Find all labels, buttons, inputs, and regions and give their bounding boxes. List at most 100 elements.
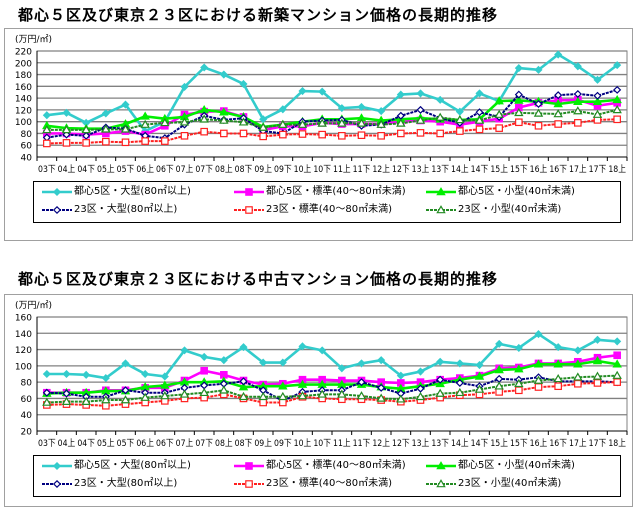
x-tick-label: 14上 (451, 438, 469, 449)
data-point (298, 342, 307, 351)
chart-2-frame: 20 40 60 80 100 120 140 160 (万円/㎡) 03下 04上 04下 05上 05… (4, 294, 633, 507)
x-tick-label: 09上 (254, 164, 272, 175)
data-point (278, 391, 288, 401)
data-point (43, 139, 51, 148)
data-point (474, 371, 485, 380)
legend-marker (52, 187, 62, 197)
data-point (436, 95, 445, 104)
plot-area (36, 316, 628, 432)
data-point (61, 396, 72, 405)
x-tick-label: 12上 (372, 164, 390, 175)
data-point (573, 346, 582, 355)
data-point (220, 129, 228, 138)
legend-label: 23区・小型(40㎡未満) (458, 478, 562, 489)
data-point (514, 95, 524, 104)
data-point (101, 395, 111, 404)
x-tick-label: 10下 (313, 439, 331, 449)
data-point (141, 369, 150, 379)
x-tick-label: 17上 (569, 438, 587, 449)
legend-marker (245, 480, 253, 488)
data-point (514, 64, 523, 73)
x-tick-label: 16下 (549, 439, 567, 449)
data-point (553, 373, 563, 383)
data-point (121, 138, 130, 147)
legend-swatch (42, 187, 72, 197)
data-point (574, 379, 582, 388)
x-tick-label: 05下 (117, 439, 135, 449)
data-point (534, 383, 543, 391)
chart-2-title: 都心５区及び東京２３区における中古マンション価格の長期的推移 (18, 270, 499, 288)
data-point (258, 391, 268, 401)
data-point (238, 382, 249, 391)
data-point (554, 343, 563, 352)
y-tick-label: 220 (15, 48, 32, 58)
data-point (180, 131, 189, 140)
x-tick-label: 09上 (254, 438, 272, 449)
data-point (121, 100, 130, 109)
data-point (140, 119, 150, 128)
data-point (534, 330, 543, 339)
legend-marker (436, 479, 446, 488)
data-point (238, 391, 249, 401)
data-point (101, 124, 111, 133)
legend-item: 都心5区・大型(80㎡以上) (42, 186, 191, 198)
legend-item: 23区・大型(80㎡以上) (42, 478, 177, 490)
data-point (279, 398, 287, 407)
y-tick-label: 60 (21, 395, 33, 405)
data-point (573, 96, 583, 105)
data-point (514, 90, 523, 99)
data-point (317, 389, 327, 398)
data-point (337, 118, 347, 127)
series-line (46, 374, 618, 404)
data-point (593, 335, 602, 344)
data-point (415, 391, 426, 401)
legend-marker (52, 479, 62, 489)
data-point (239, 79, 248, 89)
x-tick-label: 06下 (156, 439, 174, 449)
data-point (298, 86, 307, 96)
x-tick-label: 11上 (333, 164, 351, 175)
x-tick-label: 05上 (97, 164, 115, 175)
y-tick-label: 200 (15, 59, 32, 69)
data-point (612, 359, 622, 368)
data-point (416, 89, 425, 98)
data-point (298, 130, 307, 138)
data-point (593, 91, 602, 100)
data-point (416, 129, 425, 137)
data-point (436, 357, 445, 366)
data-point (573, 359, 583, 368)
data-point (121, 386, 130, 395)
data-point (377, 356, 386, 365)
series-line (46, 88, 618, 140)
chart-2-legend: 都心5区・大型(80㎡以上) 都心5区・標準(40～80㎡未満) 都心5区・小型(4… (33, 455, 621, 497)
data-point (297, 379, 308, 388)
x-tick-label: 04下 (77, 439, 95, 449)
data-point (61, 125, 72, 134)
y-tick-label: 20 (21, 428, 33, 438)
data-point (495, 339, 504, 348)
x-tick-label: 09下 (274, 165, 292, 175)
data-point (455, 115, 465, 124)
x-tick-label: 14下 (471, 165, 489, 175)
y-tick-label: 80 (21, 379, 33, 389)
y-tick-label: 80 (21, 130, 33, 140)
data-point (140, 392, 150, 401)
data-point (494, 365, 504, 374)
legend-swatch (234, 462, 264, 470)
x-tick-label: 14上 (451, 164, 469, 175)
data-point (337, 104, 346, 113)
y-axis-label: (万円/㎡) (15, 300, 52, 311)
chart-2-svg: 20 40 60 80 100 120 140 160 (万円/㎡) 03下 04上 04下 05上 05… (15, 300, 628, 449)
data-point (180, 82, 189, 91)
x-tick-label: 16下 (549, 165, 567, 175)
x-tick-label: 07上 (176, 438, 194, 449)
data-point (62, 108, 71, 117)
data-point (357, 102, 366, 111)
x-tick-label: 12下 (392, 165, 410, 175)
data-point (120, 124, 131, 133)
x-tick-label: 10上 (294, 164, 312, 175)
data-point (140, 111, 150, 120)
data-point (297, 391, 308, 400)
data-point (534, 65, 543, 74)
data-point (259, 132, 267, 141)
